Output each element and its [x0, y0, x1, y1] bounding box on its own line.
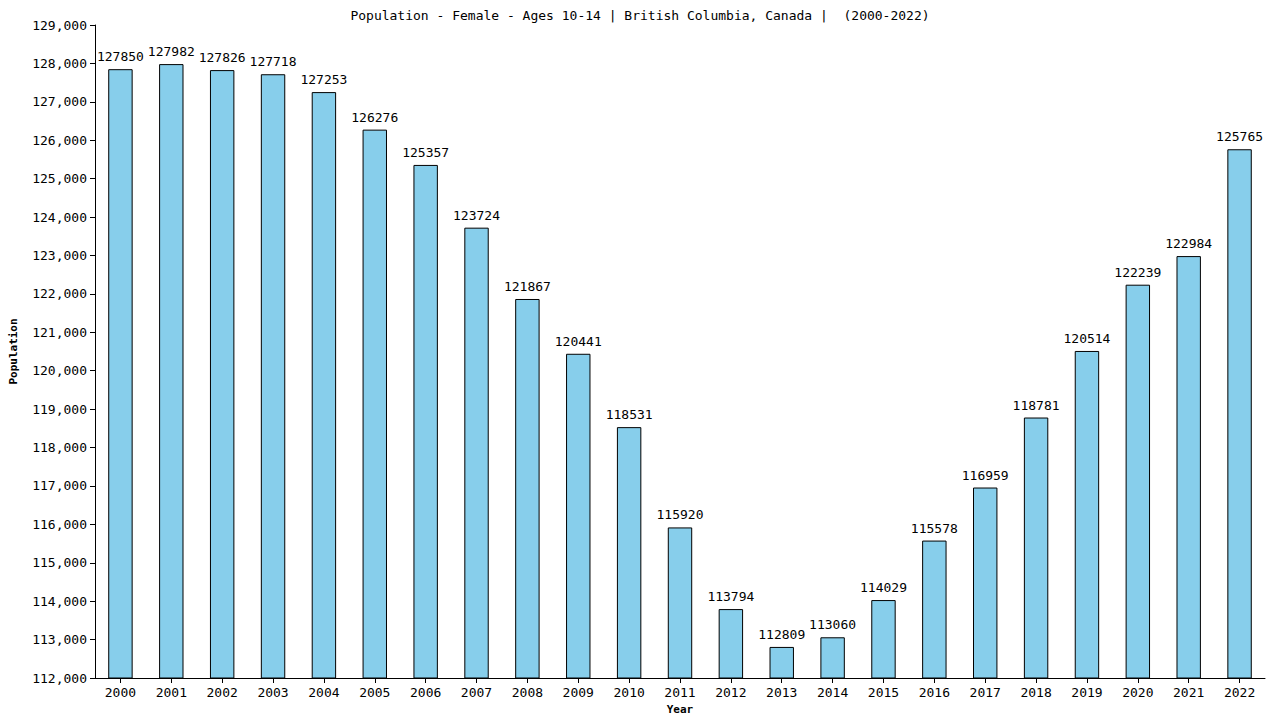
svg-text:122,000: 122,000 [32, 286, 87, 301]
svg-text:118531: 118531 [606, 407, 653, 422]
svg-text:117,000: 117,000 [32, 478, 87, 493]
svg-text:2002: 2002 [207, 685, 238, 700]
svg-text:113,000: 113,000 [32, 632, 87, 647]
svg-text:122239: 122239 [1114, 265, 1161, 280]
svg-text:2016: 2016 [919, 685, 950, 700]
svg-text:127253: 127253 [300, 72, 347, 87]
svg-text:2020: 2020 [1122, 685, 1153, 700]
svg-text:112809: 112809 [758, 627, 805, 642]
svg-text:2022: 2022 [1224, 685, 1255, 700]
svg-text:127850: 127850 [97, 49, 144, 64]
svg-text:120441: 120441 [555, 334, 602, 349]
svg-text:114029: 114029 [860, 580, 907, 595]
svg-text:127982: 127982 [148, 44, 195, 59]
svg-text:118781: 118781 [1013, 398, 1060, 413]
svg-text:2017: 2017 [970, 685, 1001, 700]
svg-text:2004: 2004 [308, 685, 339, 700]
svg-text:120514: 120514 [1063, 331, 1110, 346]
svg-text:Population - Female - Ages 10-: Population - Female - Ages 10-14 | Briti… [350, 8, 929, 23]
svg-text:2005: 2005 [359, 685, 390, 700]
svg-text:128,000: 128,000 [32, 56, 87, 71]
svg-text:Population: Population [7, 318, 20, 384]
svg-text:2003: 2003 [257, 685, 288, 700]
svg-text:125,000: 125,000 [32, 171, 87, 186]
svg-text:2001: 2001 [156, 685, 187, 700]
svg-text:119,000: 119,000 [32, 402, 87, 417]
svg-text:123724: 123724 [453, 208, 500, 223]
svg-text:2018: 2018 [1020, 685, 1051, 700]
svg-text:115,000: 115,000 [32, 555, 87, 570]
svg-text:2021: 2021 [1173, 685, 1204, 700]
svg-text:113794: 113794 [707, 589, 754, 604]
svg-text:2011: 2011 [664, 685, 695, 700]
svg-text:2006: 2006 [410, 685, 441, 700]
svg-text:2014: 2014 [817, 685, 848, 700]
svg-text:2009: 2009 [563, 685, 594, 700]
svg-text:2015: 2015 [868, 685, 899, 700]
svg-text:121867: 121867 [504, 279, 551, 294]
svg-text:2019: 2019 [1071, 685, 1102, 700]
svg-text:129,000: 129,000 [32, 18, 87, 33]
svg-text:126276: 126276 [351, 110, 398, 125]
svg-text:2008: 2008 [512, 685, 543, 700]
svg-text:125765: 125765 [1216, 129, 1263, 144]
svg-text:124,000: 124,000 [32, 210, 87, 225]
svg-text:112,000: 112,000 [32, 671, 87, 686]
svg-text:118,000: 118,000 [32, 440, 87, 455]
svg-text:116,000: 116,000 [32, 517, 87, 532]
svg-text:116959: 116959 [962, 468, 1009, 483]
svg-text:127718: 127718 [250, 54, 297, 69]
svg-text:126,000: 126,000 [32, 133, 87, 148]
svg-text:2010: 2010 [613, 685, 644, 700]
svg-text:2007: 2007 [461, 685, 492, 700]
svg-text:127,000: 127,000 [32, 94, 87, 109]
svg-text:114,000: 114,000 [32, 594, 87, 609]
svg-text:2012: 2012 [715, 685, 746, 700]
svg-text:122984: 122984 [1165, 236, 1212, 251]
svg-text:113060: 113060 [809, 617, 856, 632]
svg-text:123,000: 123,000 [32, 248, 87, 263]
svg-text:120,000: 120,000 [32, 363, 87, 378]
svg-text:115920: 115920 [657, 507, 704, 522]
svg-text:Year: Year [667, 703, 694, 716]
svg-text:115578: 115578 [911, 521, 958, 536]
svg-text:125357: 125357 [402, 145, 449, 160]
svg-text:121,000: 121,000 [32, 325, 87, 340]
svg-text:127826: 127826 [199, 50, 246, 65]
svg-text:2013: 2013 [766, 685, 797, 700]
svg-text:2000: 2000 [105, 685, 136, 700]
